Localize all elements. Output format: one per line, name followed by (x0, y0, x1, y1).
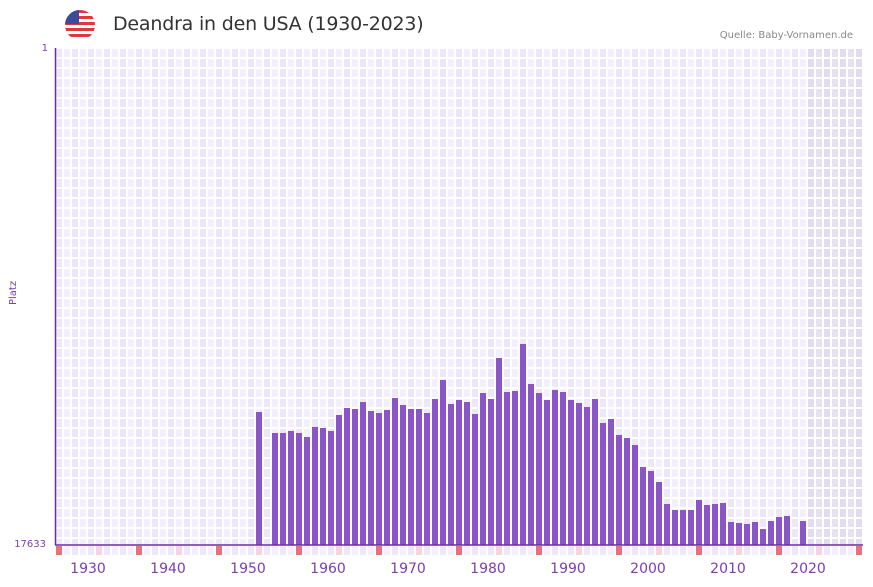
bar-2000 (632, 444, 638, 545)
bar-1985 (512, 391, 518, 545)
bar-2018 (776, 517, 782, 545)
bar-1980 (472, 414, 478, 545)
bar-1977 (448, 404, 454, 545)
y-tick-top: 1 (41, 43, 48, 54)
bar-1970 (392, 398, 398, 545)
bar-1968 (376, 412, 382, 545)
bar-1999 (624, 438, 630, 545)
x-tick-1990: 1990 (550, 561, 586, 577)
bar-2019 (784, 515, 790, 545)
bar-1990 (552, 389, 558, 545)
bar-2011 (720, 503, 726, 545)
bar-1973 (416, 408, 422, 545)
source-credit: Quelle: Baby-Vornamen.de (719, 30, 853, 41)
y-tick-bottom: 17633 (14, 539, 46, 550)
bar-1982 (488, 398, 494, 545)
bar-1967 (368, 410, 374, 545)
bar-1979 (464, 402, 470, 545)
bar-1997 (608, 419, 614, 545)
bar-1956 (280, 432, 286, 545)
x-tick-2000: 2000 (630, 561, 666, 577)
bar-2021 (800, 521, 806, 545)
bar-1995 (592, 398, 598, 545)
bar-1998 (616, 434, 622, 545)
bar-1987 (528, 383, 534, 545)
bar-1986 (520, 343, 526, 545)
y-axis-label: Platz (8, 280, 19, 305)
bar-1972 (408, 408, 414, 545)
x-tick-1940: 1940 (150, 561, 186, 577)
bar-1962 (328, 430, 334, 545)
bar-1991 (560, 391, 566, 545)
bar-2008 (696, 500, 702, 545)
bar-2003 (656, 482, 662, 545)
bar-1976 (440, 379, 446, 545)
bar-2017 (768, 521, 774, 545)
bar-2006 (680, 510, 686, 545)
bar-1953 (256, 411, 262, 545)
bar-2005 (672, 510, 678, 545)
bar-1965 (352, 408, 358, 545)
bar-1996 (600, 423, 606, 545)
bar-1969 (384, 410, 390, 545)
bar-2002 (648, 471, 654, 545)
bar-1978 (456, 400, 462, 545)
bar-1988 (536, 393, 542, 545)
bar-2004 (664, 504, 670, 545)
usa-flag-icon (65, 10, 95, 40)
bar-2010 (712, 504, 718, 545)
bar-2001 (640, 467, 646, 545)
bar-1958 (296, 432, 302, 545)
bar-1992 (568, 400, 574, 545)
bar-2016 (760, 529, 766, 545)
bar-1983 (496, 358, 502, 545)
bar-1966 (360, 402, 366, 545)
chart-title: Deandra in den USA (1930-2023) (113, 13, 424, 35)
bar-1993 (576, 402, 582, 545)
x-tick-1970: 1970 (390, 561, 426, 577)
x-tick-1960: 1960 (310, 561, 346, 577)
bar-1971 (400, 404, 406, 545)
bar-2009 (704, 505, 710, 545)
bar-1974 (424, 412, 430, 545)
bar-2007 (688, 510, 694, 545)
x-tick-1930: 1930 (70, 561, 106, 577)
bar-1994 (584, 406, 590, 545)
x-tick-1980: 1980 (470, 561, 506, 577)
bar-2015 (752, 521, 758, 545)
bar-1964 (344, 408, 350, 545)
bar-2012 (728, 521, 734, 545)
bar-1961 (320, 427, 326, 545)
bar-1960 (312, 426, 318, 545)
bar-1957 (288, 430, 294, 545)
bar-1981 (480, 393, 486, 545)
bar-1984 (504, 391, 510, 545)
bar-2013 (736, 523, 742, 545)
bar-1955 (272, 432, 278, 545)
bar-1975 (432, 398, 438, 545)
bar-1989 (544, 400, 550, 545)
bar-1959 (304, 436, 310, 545)
bar-2014 (744, 524, 750, 545)
x-tick-2010: 2010 (710, 561, 746, 577)
x-tick-2020: 2020 (790, 561, 826, 577)
x-tick-1950: 1950 (230, 561, 266, 577)
bar-1963 (336, 414, 342, 545)
bar-chart-plot (54, 48, 863, 555)
